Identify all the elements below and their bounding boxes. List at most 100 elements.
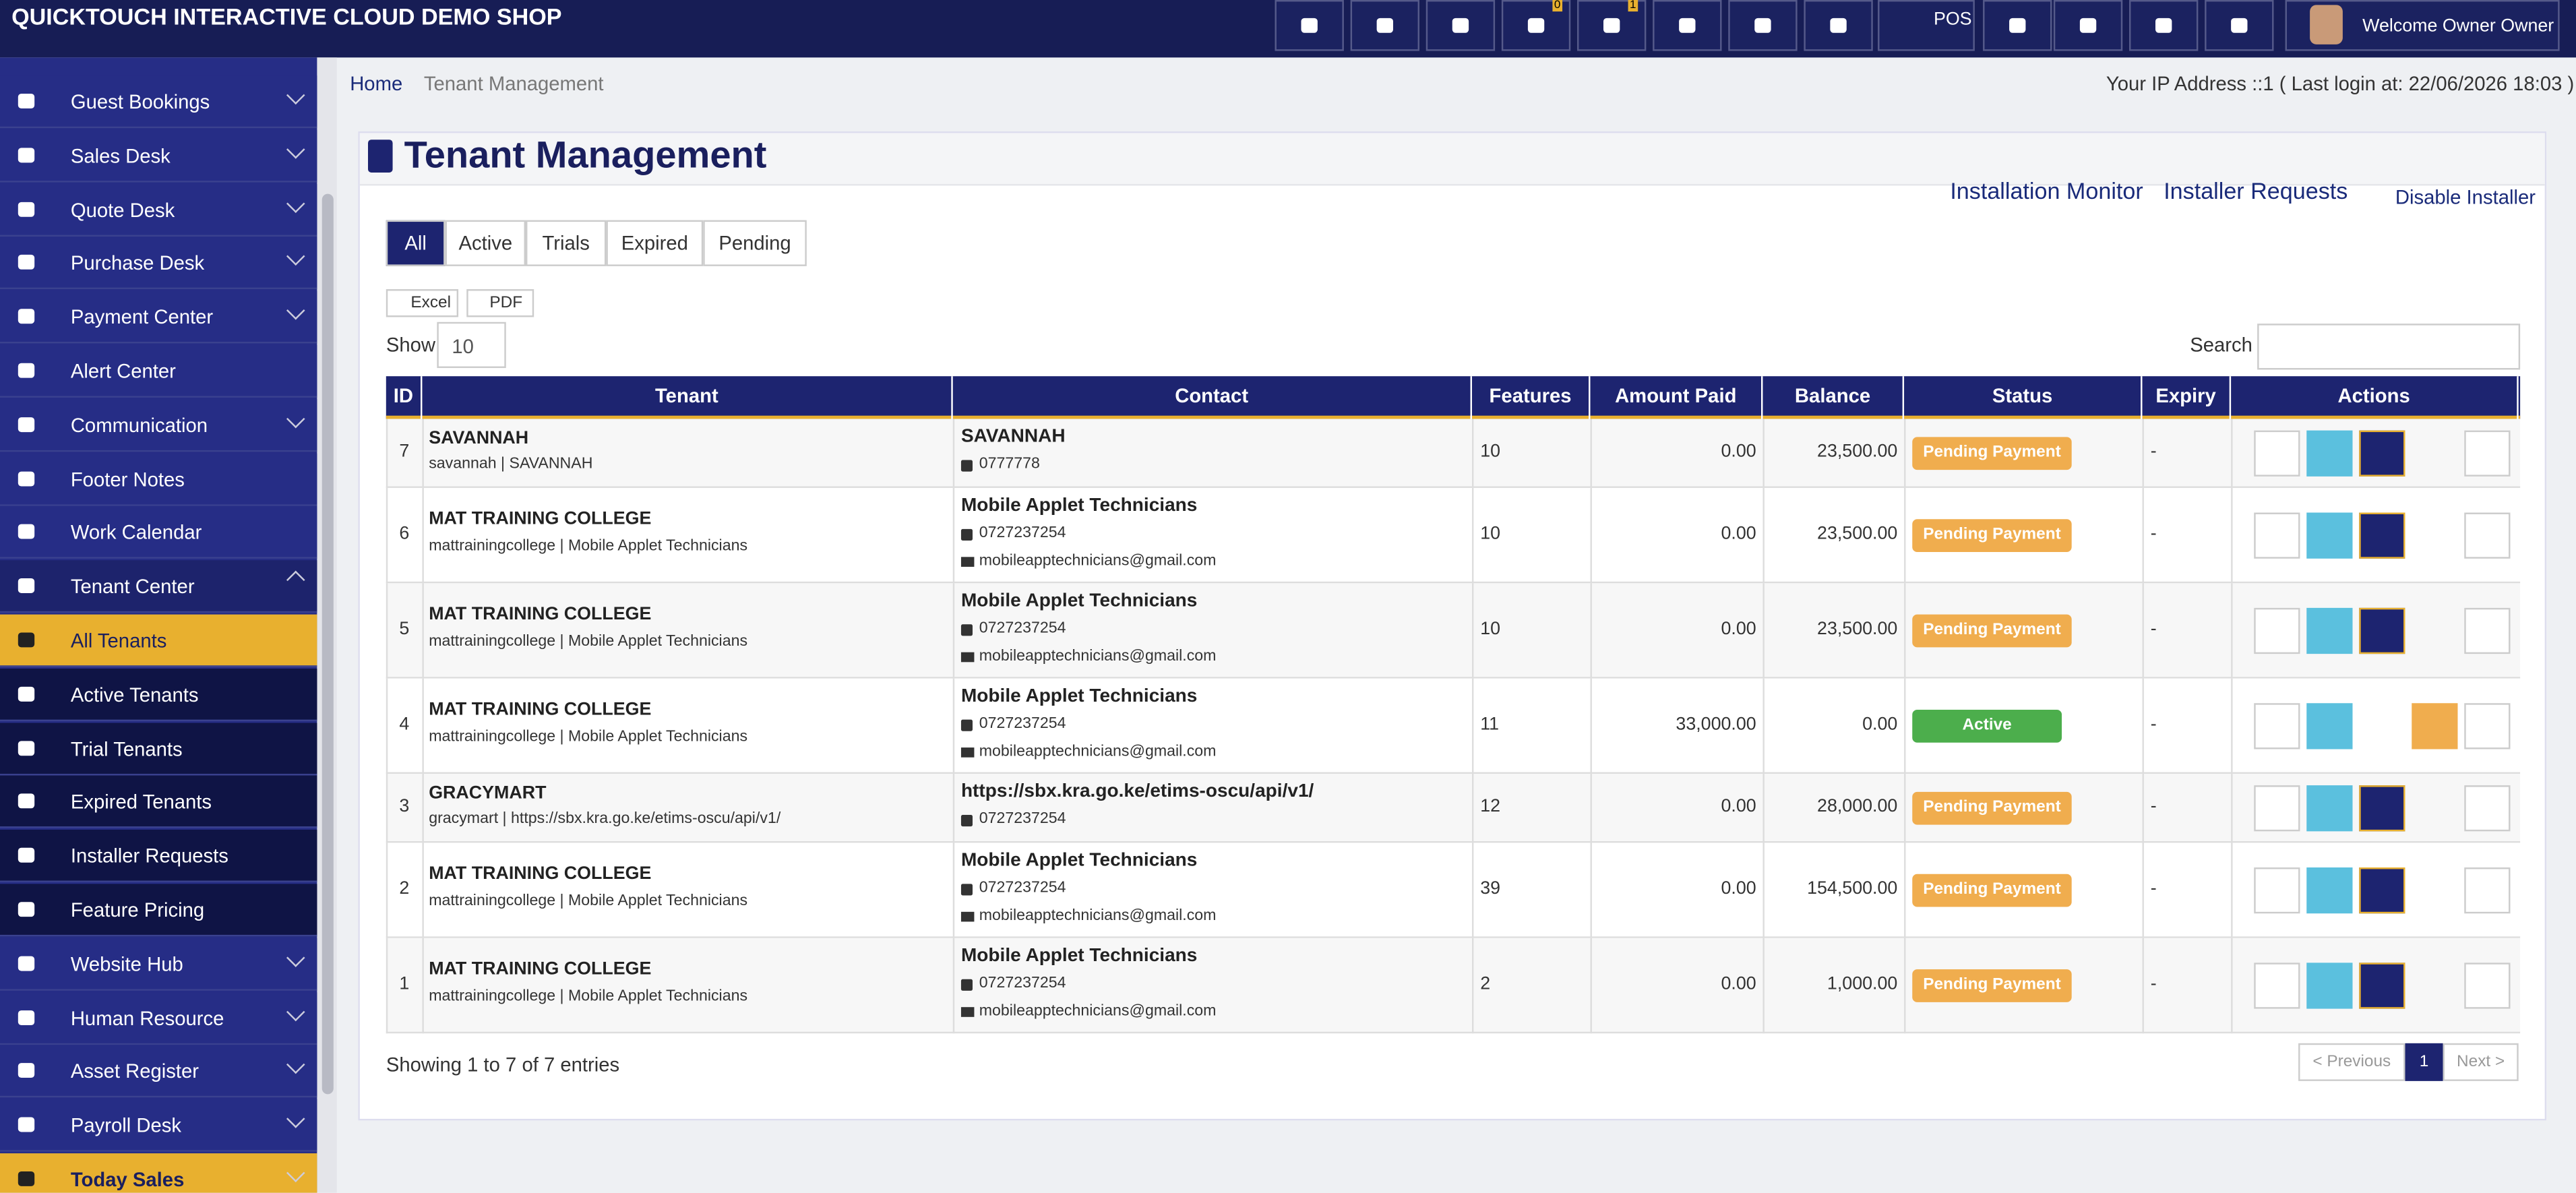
- sidebar-item[interactable]: Guest Bookings: [0, 75, 317, 129]
- sidebar-item[interactable]: Quote Desk: [0, 183, 317, 237]
- nav-button[interactable]: [1983, 0, 2052, 51]
- tenant-sub: mattrainingcollege | Mobile Applet Techn…: [429, 537, 748, 555]
- more-button[interactable]: [2464, 785, 2511, 832]
- breadcrumb-link[interactable]: Home: [350, 72, 403, 96]
- cell-border: [1590, 487, 1763, 584]
- sidebar-item[interactable]: Expired Tenants: [0, 776, 317, 829]
- search-input[interactable]: [2257, 324, 2521, 370]
- export-button[interactable]: Excel: [386, 289, 459, 317]
- cell-border: [386, 774, 423, 843]
- nav-button[interactable]: [1425, 0, 1496, 51]
- filter-tab[interactable]: Trials: [526, 220, 607, 266]
- billing-button[interactable]: [2359, 512, 2405, 559]
- view-button[interactable]: [2254, 867, 2300, 914]
- view-button[interactable]: [2254, 512, 2300, 559]
- more-button[interactable]: [2464, 962, 2511, 1009]
- sidebar-icon: [18, 201, 35, 216]
- sidebar-item[interactable]: Active Tenants: [0, 668, 317, 721]
- chevron: [286, 140, 305, 159]
- table: ID Tenant Contact Features Amount Paid Balanc…: [386, 376, 2521, 1037]
- nav-button[interactable]: [1728, 0, 1798, 51]
- sidebar-item[interactable]: All Tenants: [0, 614, 317, 667]
- page-size-select[interactable]: 10: [437, 322, 506, 368]
- sidebar-item[interactable]: Website Hub: [0, 938, 317, 991]
- cell-features: 2: [1480, 974, 1491, 994]
- contact-name: Mobile Applet Technicians: [960, 686, 1198, 707]
- more-button[interactable]: [2464, 607, 2511, 654]
- chevron: [286, 1002, 305, 1021]
- page-prev[interactable]: < Previous: [2298, 1043, 2405, 1081]
- sidebar-item[interactable]: Sales Desk: [0, 129, 317, 183]
- sidebar-item[interactable]: Asset Register: [0, 1045, 317, 1099]
- sidebar-item[interactable]: Footer Notes: [0, 452, 317, 506]
- contact-email: mobileapptechnicians@gmail.com: [979, 1002, 1217, 1020]
- title-icon: [368, 140, 393, 173]
- view-button[interactable]: [2254, 430, 2300, 477]
- config-button[interactable]: [2306, 785, 2353, 832]
- user-menu[interactable]: Welcome Owner Owner: [2285, 0, 2560, 51]
- filter-tab[interactable]: All: [386, 220, 446, 266]
- config-button[interactable]: [2306, 607, 2353, 654]
- export-button[interactable]: PDF: [466, 289, 534, 317]
- nav-button[interactable]: [1275, 0, 1344, 51]
- cell-expiry: -: [2150, 441, 2157, 462]
- sidebar-item[interactable]: Tenant Center: [0, 560, 317, 613]
- billing-button[interactable]: [2359, 430, 2405, 477]
- nav-button[interactable]: [2053, 0, 2123, 51]
- cell-border: [422, 938, 952, 1034]
- suspend-button[interactable]: [2412, 703, 2458, 750]
- nav-button[interactable]: [2205, 0, 2274, 51]
- nav-icon: [2231, 18, 2248, 33]
- sidebar-item[interactable]: Communication: [0, 398, 317, 452]
- filter-tab[interactable]: Expired: [606, 220, 704, 266]
- sidebar-item[interactable]: Installer Requests: [0, 830, 317, 883]
- header-link[interactable]: Installation Monitor: [1950, 177, 2143, 204]
- nav-button[interactable]: [1350, 0, 1419, 51]
- header-link[interactable]: Disable Installer: [2395, 185, 2536, 209]
- nav-button[interactable]: [2129, 0, 2199, 51]
- config-button[interactable]: [2306, 962, 2353, 1009]
- nav-button[interactable]: [1653, 0, 1722, 51]
- config-button[interactable]: [2306, 512, 2353, 559]
- sidebar-item[interactable]: Trial Tenants: [0, 722, 317, 775]
- sidebar-item[interactable]: Work Calendar: [0, 506, 317, 559]
- sidebar-item[interactable]: Human Resource: [0, 991, 317, 1045]
- sidebar-item[interactable]: Purchase Desk: [0, 237, 317, 290]
- more-button[interactable]: [2464, 867, 2511, 914]
- view-button[interactable]: [2254, 607, 2300, 654]
- billing-button[interactable]: [2359, 962, 2405, 1009]
- sidebar-item[interactable]: Feature Pricing: [0, 884, 317, 937]
- sidebar-icon: [18, 309, 35, 324]
- header-link[interactable]: Installer Requests: [2164, 177, 2348, 204]
- cell-border: [386, 678, 423, 774]
- sidebar-item[interactable]: Payroll Desk: [0, 1099, 317, 1153]
- billing-button[interactable]: [2359, 607, 2405, 654]
- billing-button[interactable]: [2359, 785, 2405, 832]
- scroll-thumb: [321, 193, 334, 1095]
- nav-button[interactable]: POS: [1878, 0, 1975, 51]
- config-button[interactable]: [2306, 703, 2353, 750]
- page-next[interactable]: Next >: [2443, 1043, 2519, 1081]
- view-button[interactable]: [2254, 962, 2300, 1009]
- billing-button[interactable]: [2359, 867, 2405, 914]
- view-button[interactable]: [2254, 785, 2300, 832]
- config-button[interactable]: [2306, 430, 2353, 477]
- sidebar-item[interactable]: Alert Center: [0, 344, 317, 398]
- sidebar-label: All Tenants: [70, 629, 167, 652]
- sidebar-icon: [18, 1171, 35, 1186]
- nav-button[interactable]: [1804, 0, 1873, 51]
- cell-border: [2142, 419, 2232, 488]
- filter-tab[interactable]: Pending: [703, 220, 807, 266]
- config-button[interactable]: [2306, 867, 2353, 914]
- more-button[interactable]: [2464, 512, 2511, 559]
- contact-phone: 0727237254: [979, 879, 1066, 897]
- page-current[interactable]: 1: [2405, 1043, 2443, 1081]
- cell-features: 10: [1480, 524, 1501, 544]
- filter-tab[interactable]: Active: [445, 220, 526, 266]
- sidebar-item[interactable]: Today Sales: [0, 1153, 317, 1193]
- more-button[interactable]: [2464, 703, 2511, 750]
- sidebar-item[interactable]: Payment Center: [0, 290, 317, 344]
- view-button[interactable]: [2254, 703, 2300, 750]
- more-button[interactable]: [2464, 430, 2511, 477]
- nav-icon: [2009, 18, 2026, 33]
